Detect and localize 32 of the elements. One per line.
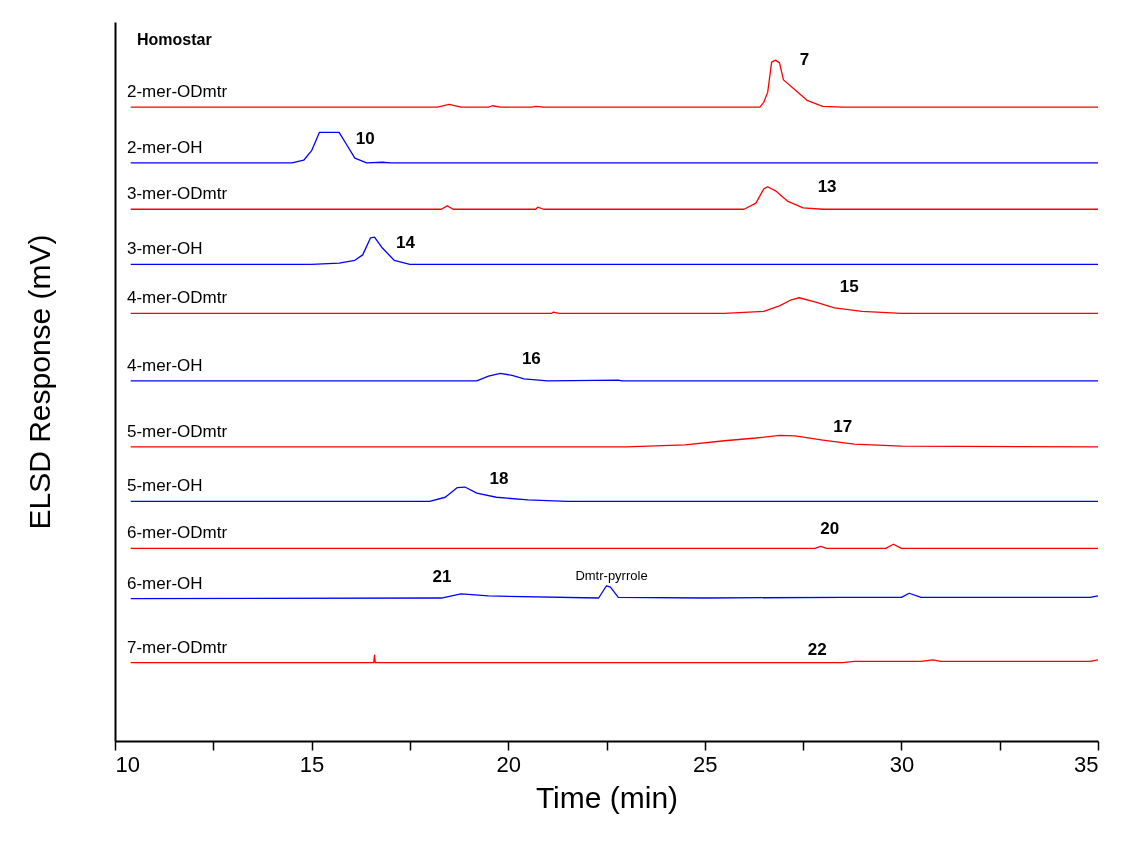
x-tick-label: 10 (115, 751, 140, 777)
series-label: 3-mer-ODmtr (127, 184, 228, 204)
series-label: 6-mer-OH (127, 573, 203, 593)
annotation: 20 (820, 519, 840, 539)
x-tick-label: 30 (889, 751, 915, 777)
series-label: 5-mer-OH (127, 476, 203, 496)
series-label: 2-mer-OH (127, 137, 203, 157)
annotation: 16 (521, 349, 541, 369)
series-label: 4-mer-OH (127, 355, 203, 375)
annotation: 15 (839, 276, 859, 296)
x-axis-title: Time (min) (535, 780, 679, 814)
y-axis-title: ELSD Response (mV) (22, 234, 56, 530)
series-label: 7-mer-ODmtr (127, 637, 228, 657)
series-label: 5-mer-ODmtr (127, 421, 228, 441)
series-label: 3-mer-OH (127, 239, 203, 259)
series-label: 2-mer-ODmtr (127, 82, 228, 102)
annotation: 22 (807, 640, 827, 660)
annotation: 21 (432, 566, 452, 586)
series-label: 4-mer-ODmtr (127, 288, 228, 308)
annotation: 13 (817, 176, 837, 196)
annotation: 18 (489, 469, 509, 489)
text: Homostar (137, 31, 212, 48)
annotation: 7 (799, 50, 810, 70)
annotation: 17 (833, 417, 853, 437)
annotation: 10 (355, 129, 375, 149)
x-tick-label: 25 (693, 751, 718, 777)
series-label: 6-mer-ODmtr (127, 523, 228, 543)
annotation: Dmtr-pyrrole (575, 567, 648, 583)
x-tick-label: 20 (496, 751, 521, 777)
annotation: 14 (396, 233, 416, 253)
x-tick-label: 15 (299, 751, 325, 777)
x-tick-label: 35 (1074, 751, 1099, 777)
